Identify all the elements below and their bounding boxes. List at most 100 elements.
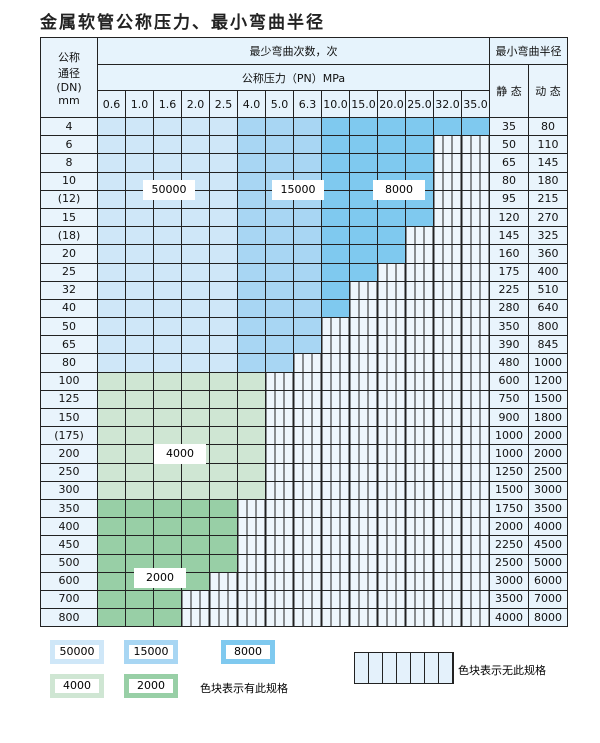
legend-no-spec-swatch (354, 652, 454, 684)
static-radius-cell: 1000 (489, 444, 529, 464)
pressure-cell (97, 298, 126, 319)
pressure-cell (461, 335, 490, 355)
pressure-cell (125, 153, 154, 173)
dn-cell: 125 (40, 389, 98, 410)
pressure-cell (153, 517, 182, 537)
pressure-cell (377, 317, 406, 337)
static-radius-cell: 1000 (489, 426, 529, 446)
pressure-cell (433, 517, 462, 537)
pressure-cell (153, 608, 182, 628)
pressure-cell (405, 262, 434, 282)
pressure-cell (405, 335, 434, 355)
pressure-cell (293, 444, 322, 464)
pressure-cell (349, 553, 378, 573)
pressure-cell (209, 535, 238, 555)
dynamic-radius-cell: 110 (528, 135, 568, 155)
pressure-cell (153, 389, 182, 410)
table-row: 15 120 270 (40, 207, 568, 228)
pressure-cell (237, 553, 266, 573)
pressure-cell (321, 262, 350, 282)
pressure-cell (265, 280, 294, 300)
pressure-col-header: 1.0 (125, 90, 154, 118)
pressure-cell (461, 517, 490, 537)
pressure-cell (433, 553, 462, 573)
pressure-cell (377, 207, 406, 228)
pressure-cell (461, 498, 490, 519)
page-title: 金属软管公称压力、最小弯曲半径 (40, 13, 325, 33)
pressure-cell (433, 189, 462, 209)
pressure-cell (153, 426, 182, 446)
pressure-cell (349, 116, 378, 137)
pressure-cell (153, 244, 182, 264)
legend-15000: 15000 (124, 640, 178, 664)
pressure-cell (265, 571, 294, 591)
region-label-8000: 8000 (373, 180, 425, 200)
pressure-cell (461, 280, 490, 300)
pressure-cell (433, 389, 462, 410)
pressure-cell (153, 135, 182, 155)
static-radius-cell: 35 (489, 116, 529, 137)
pressure-cell (125, 244, 154, 264)
pressure-cell (461, 535, 490, 555)
pressure-cell (461, 553, 490, 573)
pressure-cell (433, 207, 462, 228)
pressure-cell (209, 371, 238, 391)
pressure-cell (265, 207, 294, 228)
pressure-cell (209, 353, 238, 373)
dn-cell: 300 (40, 480, 98, 500)
pressure-cell (461, 426, 490, 446)
static-radius-cell: 95 (489, 189, 529, 209)
pressure-cell (97, 480, 126, 500)
pressure-cell (209, 407, 238, 428)
table-row: (175) 1000 2000 (40, 426, 568, 446)
pressure-cell (321, 444, 350, 464)
dynamic-radius-cell: 7000 (528, 589, 568, 610)
pressure-cell (433, 444, 462, 464)
static-radius-cell: 2500 (489, 553, 529, 573)
pressure-cell (433, 116, 462, 137)
pressure-cell (265, 389, 294, 410)
dn-label-2: 通径 (58, 66, 80, 80)
pressure-cell (405, 317, 434, 337)
pressure-cell (405, 426, 434, 446)
dn-cell: 150 (40, 407, 98, 428)
pressure-cell (433, 371, 462, 391)
pressure-cell (125, 389, 154, 410)
pressure-cell (405, 353, 434, 373)
pressure-cell (209, 207, 238, 228)
region-label-2000: 2000 (134, 568, 186, 588)
pressure-cell (293, 116, 322, 137)
dn-cell: 80 (40, 353, 98, 373)
pressure-cell (405, 462, 434, 482)
pressure-cell (181, 553, 210, 573)
pressure-cell (293, 608, 322, 628)
dn-cell: 400 (40, 517, 98, 537)
pressure-cell (433, 262, 462, 282)
pressure-cell (237, 480, 266, 500)
pressure-cell (265, 335, 294, 355)
static-radius-cell: 480 (489, 353, 529, 373)
pressure-cell (97, 407, 126, 428)
dynamic-radius-cell: 270 (528, 207, 568, 228)
pressure-cell (321, 535, 350, 555)
pressure-col-header: 0.6 (97, 90, 126, 118)
pressure-cell (97, 517, 126, 537)
pressure-cell (405, 280, 434, 300)
pressure-cell (321, 589, 350, 610)
pressure-cell (433, 244, 462, 264)
table-row: 200 1000 2000 (40, 444, 568, 464)
pressure-cell (237, 389, 266, 410)
pressure-cell (293, 426, 322, 446)
pressure-cell (237, 153, 266, 173)
pressure-cell (461, 262, 490, 282)
pressure-cell (181, 589, 210, 610)
pressure-cell (293, 498, 322, 519)
pressure-cell (377, 407, 406, 428)
pressure-cell (181, 571, 210, 591)
pressure-cell (265, 462, 294, 482)
dn-cell: 800 (40, 608, 98, 628)
pressure-cell (125, 207, 154, 228)
dn-cell: 500 (40, 553, 98, 573)
cycles-header: 最少弯曲次数，次 (97, 37, 490, 65)
pressure-cell (265, 553, 294, 573)
